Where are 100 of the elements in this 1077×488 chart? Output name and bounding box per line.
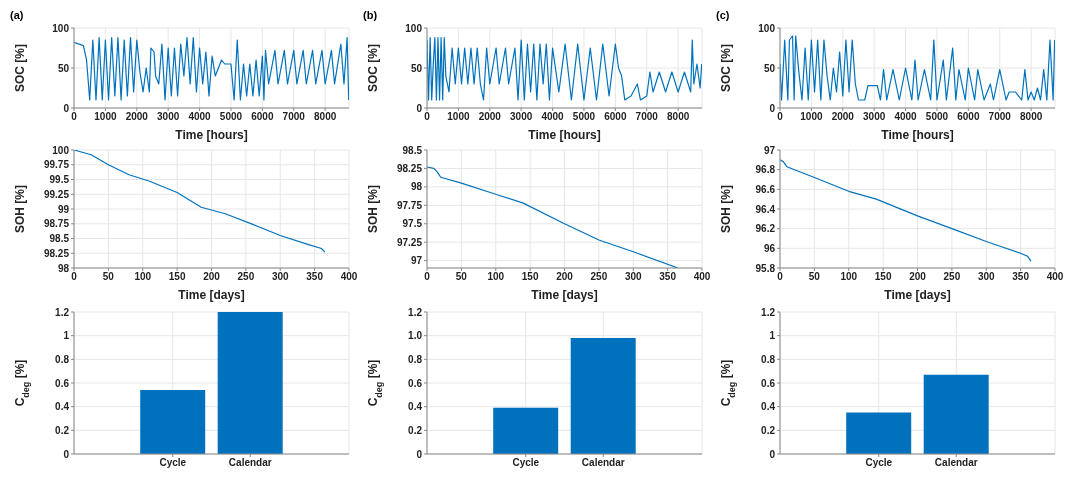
y-tick-label: 0.2 xyxy=(408,424,423,436)
x-tick-label: 0 xyxy=(424,271,431,283)
x-tick-label: 2000 xyxy=(125,111,149,123)
x-tick-label: 250 xyxy=(943,271,961,283)
y-tick-label: 0.8 xyxy=(55,353,70,365)
line-series xyxy=(427,166,679,268)
y-tick-label: 0.4 xyxy=(761,401,776,413)
y-tick-label: 98.5 xyxy=(402,144,423,156)
x-tick-label: 0 xyxy=(71,271,78,283)
y-tick-label: 99.25 xyxy=(43,188,70,200)
x-tick-label: 3000 xyxy=(863,111,886,123)
y-tick-label: 95.8 xyxy=(755,262,776,274)
x-tick-label: 350 xyxy=(306,271,324,283)
x-tick-label: Cycle xyxy=(512,457,540,469)
y-tick-label: 0 xyxy=(769,448,776,460)
x-tick-label: 8000 xyxy=(667,111,690,123)
x-tick-label: 100 xyxy=(840,271,858,283)
x-tick-label: 100 xyxy=(134,271,152,283)
y-tick-label: 1 xyxy=(769,330,776,342)
y-tick-label: 96.4 xyxy=(755,203,776,215)
x-tick-label: 1000 xyxy=(447,111,470,123)
y-tick-label: 100 xyxy=(405,22,423,34)
x-tick-label: 50 xyxy=(455,271,468,283)
x-tick-label: 4000 xyxy=(541,111,565,123)
x-tick-label: 250 xyxy=(237,271,255,283)
y-tick-label: 0.6 xyxy=(408,377,423,389)
x-tick-label: 150 xyxy=(874,271,892,283)
y-tick-label: 0 xyxy=(416,102,423,114)
x-tick-label: 8000 xyxy=(1020,111,1043,123)
x-tick-label: 3000 xyxy=(157,111,180,123)
y-tick-label: 0 xyxy=(769,102,776,114)
x-tick-label: Calendar xyxy=(934,457,978,469)
y-tick-label: 0.2 xyxy=(55,424,70,436)
x-tick-label: 2000 xyxy=(831,111,855,123)
y-tick-label: 0.8 xyxy=(761,353,776,365)
x-tick-label: 1000 xyxy=(800,111,823,123)
chart-title: (a) xyxy=(10,8,24,22)
y-tick-label: 98 xyxy=(57,262,70,274)
y-tick-label: 96.6 xyxy=(755,183,776,195)
x-tick-label: 6000 xyxy=(957,111,980,123)
x-tick-label: 7000 xyxy=(988,111,1012,123)
y-tick-label: 97.25 xyxy=(396,236,423,248)
y-tick-label: 1 xyxy=(63,330,70,342)
y-tick-label: 0.6 xyxy=(55,377,70,389)
x-tick-label: 50 xyxy=(102,271,115,283)
x-tick-label: 0 xyxy=(424,111,431,123)
x-tick-label: 50 xyxy=(808,271,821,283)
x-tick-label: Calendar xyxy=(228,457,272,469)
y-tick-label: 98.5 xyxy=(49,233,70,245)
x-tick-label: 400 xyxy=(340,271,358,283)
y-tick-label: 96 xyxy=(763,242,776,254)
x-tick-label: 350 xyxy=(659,271,677,283)
line-series xyxy=(427,37,702,101)
y-tick-label: 100 xyxy=(52,22,70,34)
x-tick-label: 200 xyxy=(556,271,574,283)
line-series xyxy=(74,37,349,101)
y-tick-label: 0.4 xyxy=(55,401,70,413)
y-axis-title: SOH [%] xyxy=(13,185,27,233)
x-tick-label: Cycle xyxy=(865,457,893,469)
y-tick-label: 0.4 xyxy=(408,401,423,413)
chart-title: (c) xyxy=(716,8,730,22)
y-tick-label: 96.2 xyxy=(755,223,776,235)
x-tick-label: 1000 xyxy=(94,111,117,123)
y-axis-title: SOH [%] xyxy=(366,185,380,233)
x-tick-label: 0 xyxy=(777,111,784,123)
y-tick-label: 98.75 xyxy=(43,218,70,230)
x-tick-label: 5000 xyxy=(572,111,596,123)
y-tick-label: 50 xyxy=(410,62,423,74)
y-tick-label: 98.25 xyxy=(396,162,423,174)
x-tick-label: 6000 xyxy=(251,111,274,123)
y-tick-label: 99.75 xyxy=(43,159,70,171)
x-tick-label: 300 xyxy=(977,271,996,283)
x-tick-label: 2000 xyxy=(478,111,502,123)
y-axis-title: SOC [%] xyxy=(719,44,733,92)
x-tick-label: 3000 xyxy=(510,111,533,123)
y-tick-label: 97.5 xyxy=(402,218,423,230)
x-tick-label: 400 xyxy=(1046,271,1064,283)
y-tick-label: 97 xyxy=(410,255,423,267)
line-series xyxy=(780,159,1032,262)
x-tick-label: 300 xyxy=(624,271,643,283)
y-tick-label: 98 xyxy=(410,181,423,193)
chart-title: (b) xyxy=(363,8,378,22)
y-tick-label: 0.8 xyxy=(408,353,423,365)
y-tick-label: 99.5 xyxy=(49,174,70,186)
y-tick-label: 100 xyxy=(758,22,776,34)
x-axis-title: Time [hours] xyxy=(528,128,601,142)
y-tick-label: 0 xyxy=(63,448,70,460)
x-tick-label: 150 xyxy=(168,271,186,283)
y-tick-label: 97 xyxy=(763,144,776,156)
y-tick-label: 0.2 xyxy=(761,424,776,436)
x-tick-label: 8000 xyxy=(314,111,337,123)
y-tick-label: 0 xyxy=(63,102,70,114)
x-tick-label: 150 xyxy=(521,271,539,283)
x-tick-label: 350 xyxy=(1012,271,1030,283)
y-tick-label: 50 xyxy=(57,62,70,74)
x-tick-label: 7000 xyxy=(282,111,306,123)
x-tick-label: 0 xyxy=(71,111,78,123)
x-axis-title: Time [hours] xyxy=(881,128,954,142)
line-series xyxy=(780,35,1055,101)
x-tick-label: 5000 xyxy=(219,111,243,123)
